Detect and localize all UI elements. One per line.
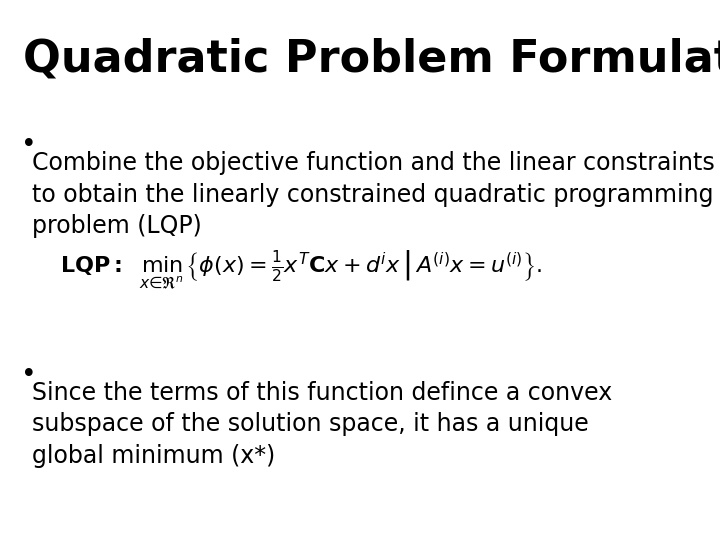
Text: Combine the objective function and the linear constraints
to obtain the linearly: Combine the objective function and the l…	[32, 151, 715, 238]
Text: Since the terms of this function defince a convex
subspace of the solution space: Since the terms of this function defince…	[32, 381, 613, 468]
Text: Quadratic Problem Formulation: Quadratic Problem Formulation	[23, 38, 720, 81]
Text: $\mathbf{LQP:} \;\; \min_{x \in \mathfrak{R}^n} \left\{ \phi(x) = \frac{1}{2} x^: $\mathbf{LQP:} \;\; \min_{x \in \mathfra…	[60, 248, 542, 292]
Text: •: •	[21, 362, 36, 388]
Text: •: •	[21, 132, 36, 158]
